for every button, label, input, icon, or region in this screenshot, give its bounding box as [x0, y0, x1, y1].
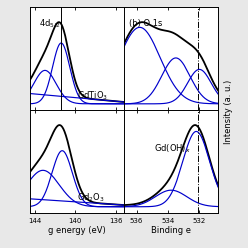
Text: Intensity (a. u.): Intensity (a. u.) — [224, 79, 233, 144]
X-axis label: g energy (eV): g energy (eV) — [48, 225, 106, 235]
Text: 4d$_{5/2}$: 4d$_{5/2}$ — [39, 17, 61, 30]
Text: Gd(OH)$_x$: Gd(OH)$_x$ — [154, 143, 191, 155]
Text: GdTiO$_3$: GdTiO$_3$ — [77, 89, 108, 101]
Text: Gd$_2$O$_3$: Gd$_2$O$_3$ — [77, 192, 105, 204]
X-axis label: Binding e: Binding e — [151, 225, 191, 235]
Text: (b) O 1s: (b) O 1s — [129, 19, 162, 28]
